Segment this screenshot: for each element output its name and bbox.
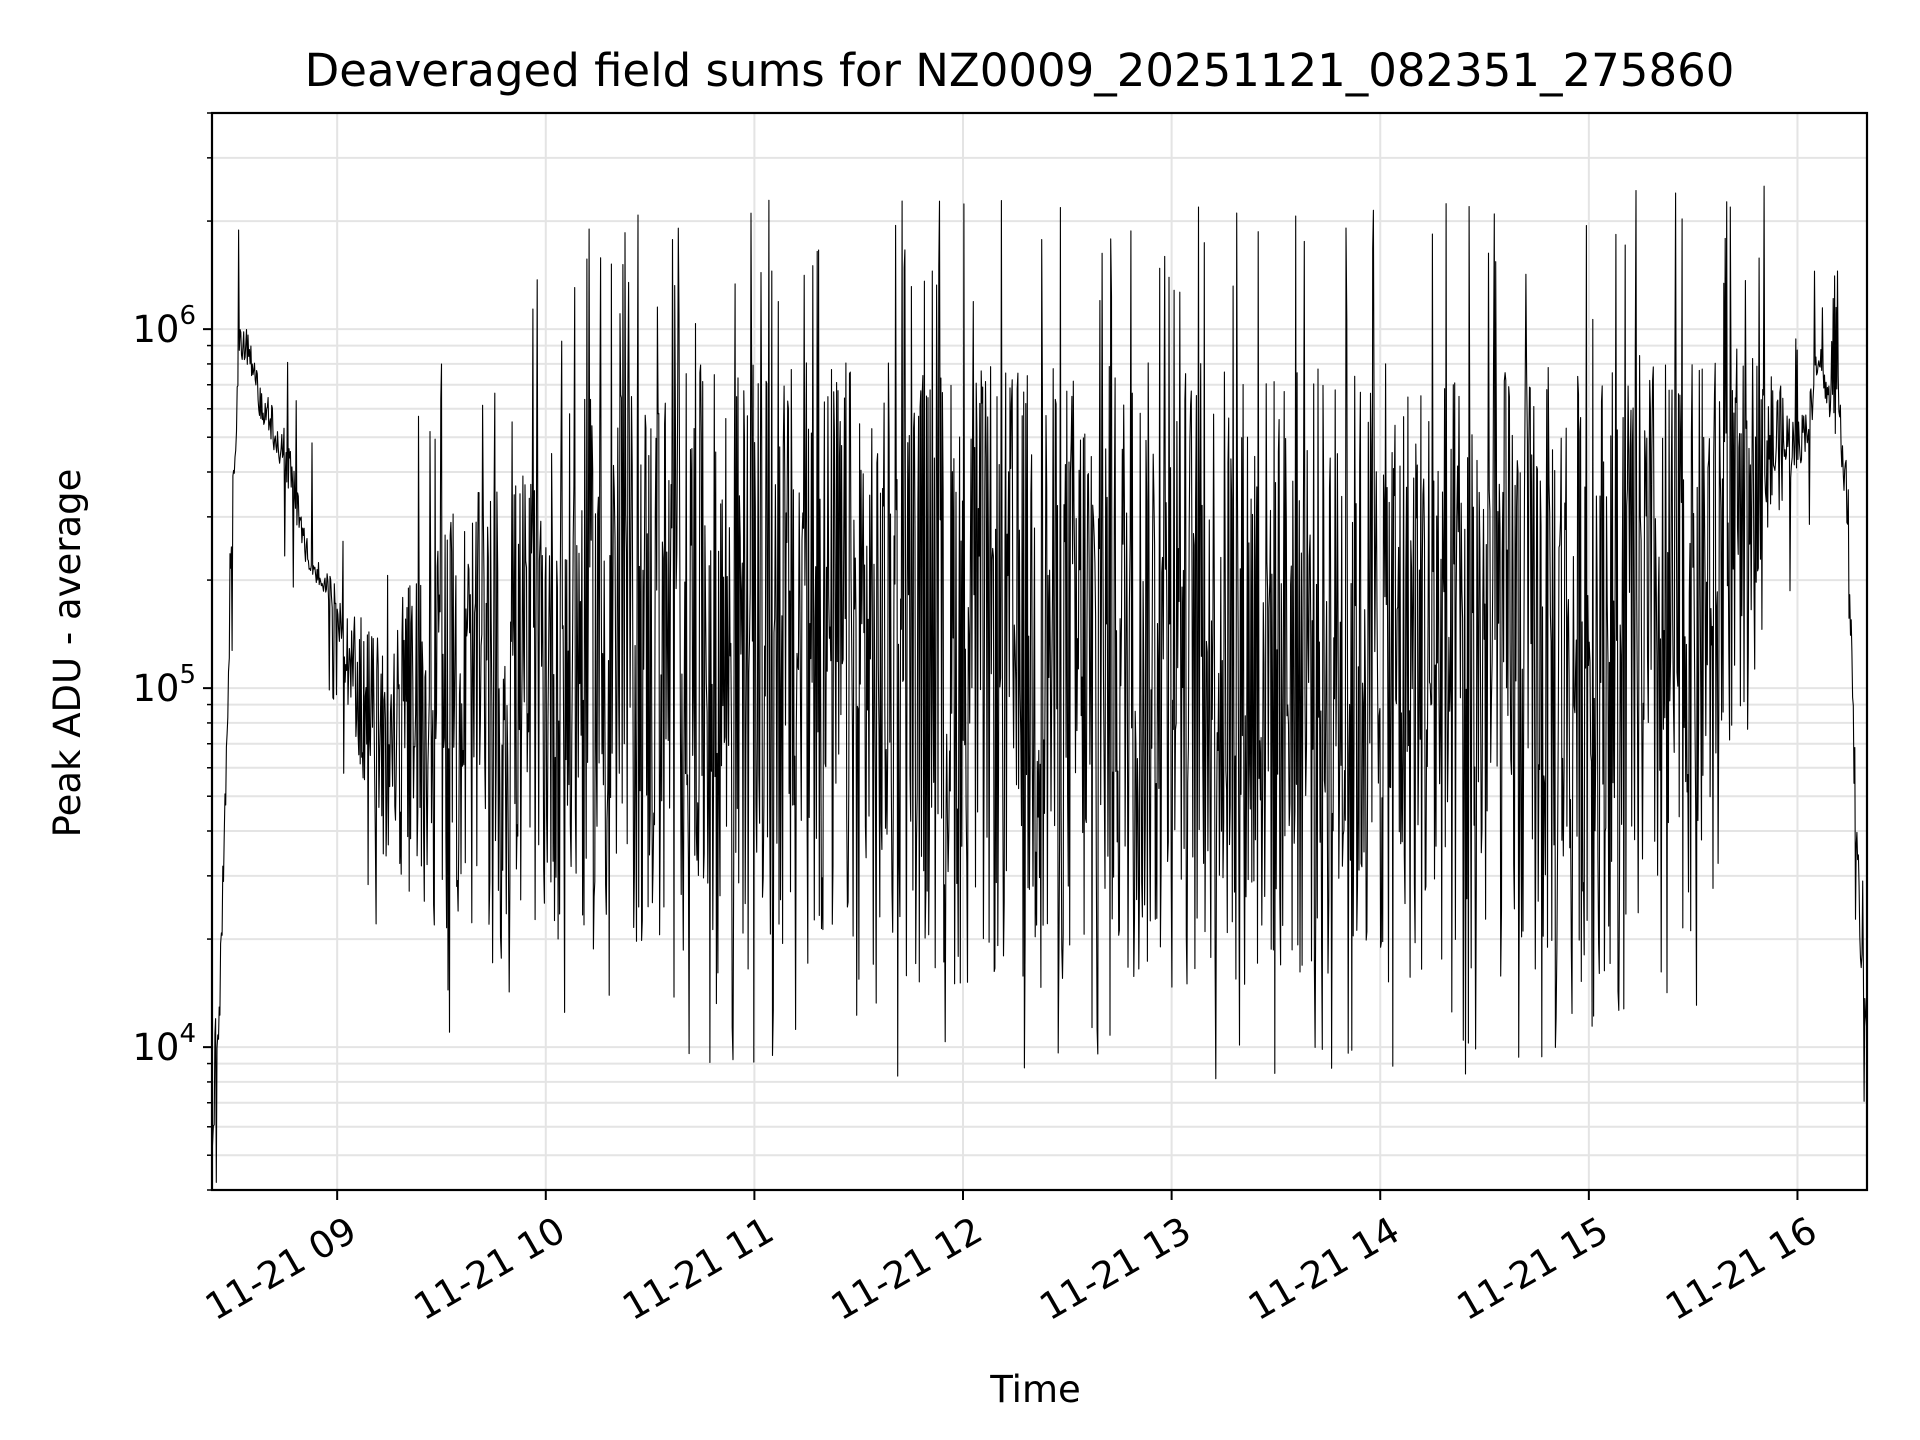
x-tick-label: 11-21 10 (407, 1209, 573, 1329)
x-tick-label: 11-21 13 (1033, 1209, 1199, 1329)
plot-area (211, 185, 1868, 1183)
y-axis-label: Peak ADU - average (46, 469, 89, 838)
y-tick-label: 104 (132, 1019, 196, 1069)
x-axis-label: Time (989, 1368, 1081, 1411)
x-tick-label: 11-21 16 (1658, 1209, 1824, 1329)
series-line (211, 185, 1868, 1183)
y-tick-label: 106 (132, 301, 196, 351)
y-tick-label: 105 (132, 660, 196, 710)
x-tick-label: 11-21 15 (1450, 1209, 1616, 1329)
plot-frame (210, 111, 1869, 1192)
grid (212, 112, 1867, 1191)
chart-title: Deaveraged field sums for NZ0009_2025112… (305, 44, 1735, 97)
x-tick-label: 11-21 11 (615, 1209, 781, 1329)
x-tick-label: 11-21 12 (824, 1209, 990, 1329)
x-tick-label: 11-21 09 (198, 1209, 364, 1329)
x-tick-label: 11-21 14 (1241, 1209, 1407, 1329)
